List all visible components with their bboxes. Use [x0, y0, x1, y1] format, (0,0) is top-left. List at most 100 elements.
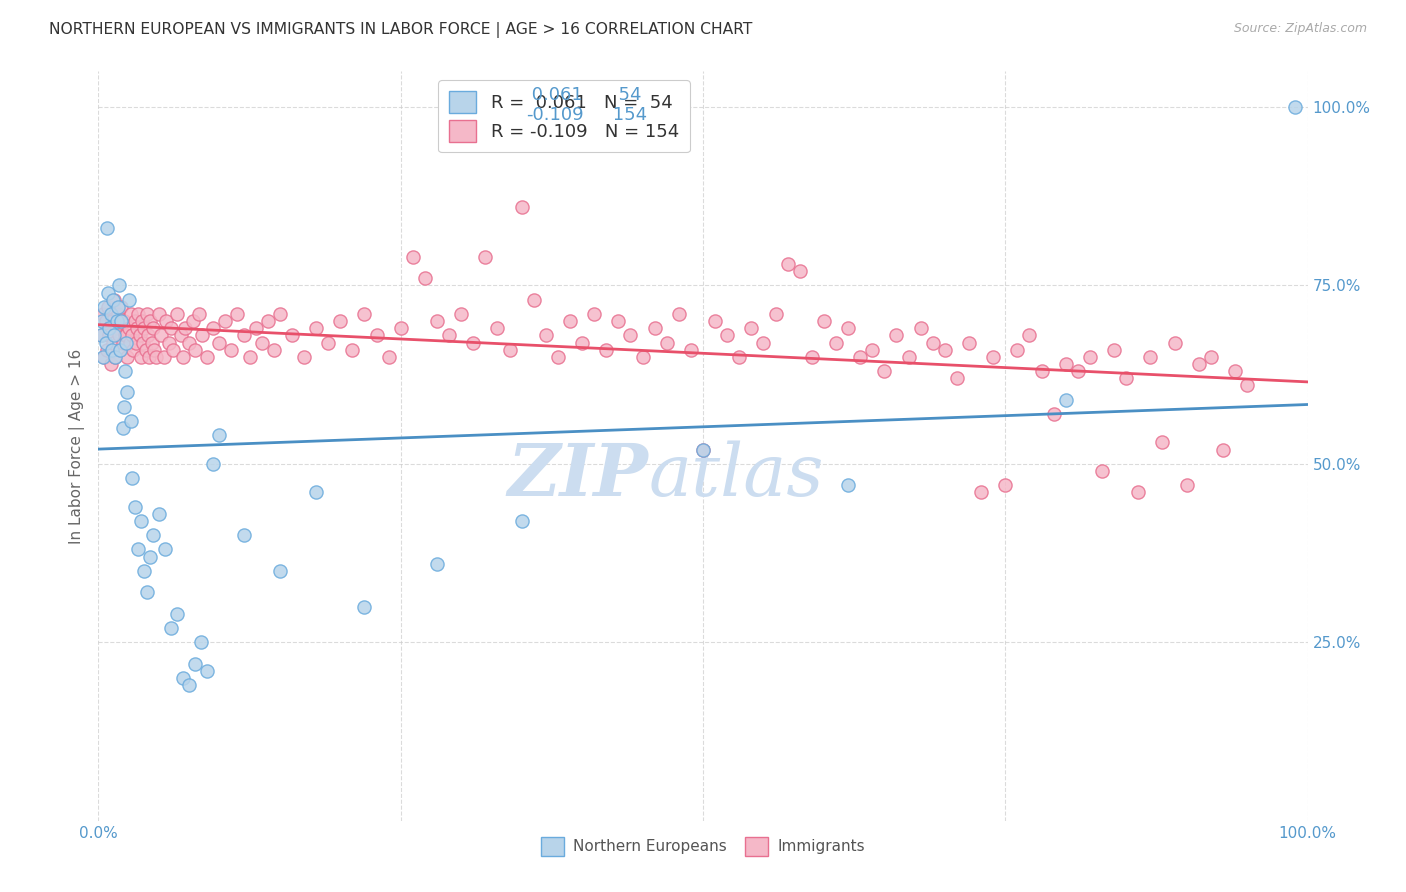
Point	[108, 328, 131, 343]
Point	[849, 350, 872, 364]
Point	[114, 364, 136, 378]
Point	[825, 335, 848, 350]
Point	[800, 350, 823, 364]
Point	[679, 343, 702, 357]
Point	[245, 321, 267, 335]
Point	[160, 621, 183, 635]
Point	[1236, 378, 1258, 392]
Point	[96, 221, 118, 235]
Point	[125, 335, 148, 350]
Point	[463, 335, 485, 350]
Point	[607, 314, 630, 328]
Point	[101, 293, 124, 307]
Point	[111, 335, 134, 350]
Point	[897, 350, 920, 364]
Point	[970, 485, 993, 500]
Point	[1199, 350, 1222, 364]
Point	[571, 335, 593, 350]
Point	[547, 350, 569, 364]
Point	[108, 343, 131, 357]
Point	[114, 328, 136, 343]
Point	[377, 350, 399, 364]
Point	[152, 350, 174, 364]
Point	[100, 314, 122, 328]
Point	[127, 307, 149, 321]
Text: 154: 154	[607, 106, 648, 124]
Point	[127, 321, 149, 335]
Point	[150, 328, 173, 343]
Point	[115, 328, 138, 343]
Point	[132, 335, 155, 350]
Point	[179, 335, 201, 350]
Point	[124, 314, 146, 328]
Point	[208, 428, 231, 442]
Point	[122, 343, 145, 357]
Point	[148, 307, 170, 321]
Point	[305, 321, 328, 335]
Text: ZIP: ZIP	[508, 441, 648, 511]
Point	[413, 271, 436, 285]
Point	[583, 307, 606, 321]
Point	[389, 321, 412, 335]
Point	[704, 314, 727, 328]
Point	[134, 321, 156, 335]
Point	[292, 350, 315, 364]
Point	[728, 350, 751, 364]
Point	[1054, 357, 1077, 371]
Point	[145, 350, 167, 364]
Point	[131, 314, 153, 328]
Point	[142, 321, 165, 335]
Point	[143, 343, 166, 357]
Point	[118, 321, 141, 335]
Point	[1163, 335, 1185, 350]
Point	[90, 328, 112, 343]
Point	[111, 421, 134, 435]
Point	[921, 335, 943, 350]
Point	[353, 599, 375, 614]
Point	[263, 343, 285, 357]
Point	[191, 328, 214, 343]
Point	[124, 500, 146, 514]
Point	[837, 321, 859, 335]
Point	[886, 328, 908, 343]
Point	[426, 557, 449, 571]
Point	[776, 257, 799, 271]
Point	[107, 307, 129, 321]
Point	[837, 478, 859, 492]
Point	[510, 514, 533, 528]
Point	[98, 328, 121, 343]
Point	[138, 350, 160, 364]
Point	[631, 350, 654, 364]
Point	[118, 335, 141, 350]
Point	[120, 307, 142, 321]
Point	[91, 328, 114, 343]
Point	[148, 507, 170, 521]
Point	[94, 314, 117, 328]
Point	[172, 671, 194, 685]
Point	[1007, 343, 1029, 357]
Point	[136, 328, 159, 343]
Point	[981, 350, 1004, 364]
Point	[619, 328, 641, 343]
Point	[1078, 350, 1101, 364]
Point	[946, 371, 969, 385]
Point	[93, 300, 115, 314]
Point	[121, 471, 143, 485]
Point	[353, 307, 375, 321]
Point	[98, 321, 121, 335]
Point	[1091, 464, 1114, 478]
Point	[1223, 364, 1246, 378]
Point	[269, 307, 291, 321]
Point	[187, 307, 209, 321]
Point	[221, 343, 243, 357]
Point	[104, 350, 127, 364]
Point	[269, 564, 291, 578]
Point	[139, 549, 162, 564]
Point	[1115, 371, 1137, 385]
Point	[1152, 435, 1174, 450]
Point	[692, 442, 714, 457]
Point	[202, 457, 225, 471]
Point	[174, 321, 197, 335]
Point	[115, 335, 138, 350]
Point	[789, 264, 811, 278]
